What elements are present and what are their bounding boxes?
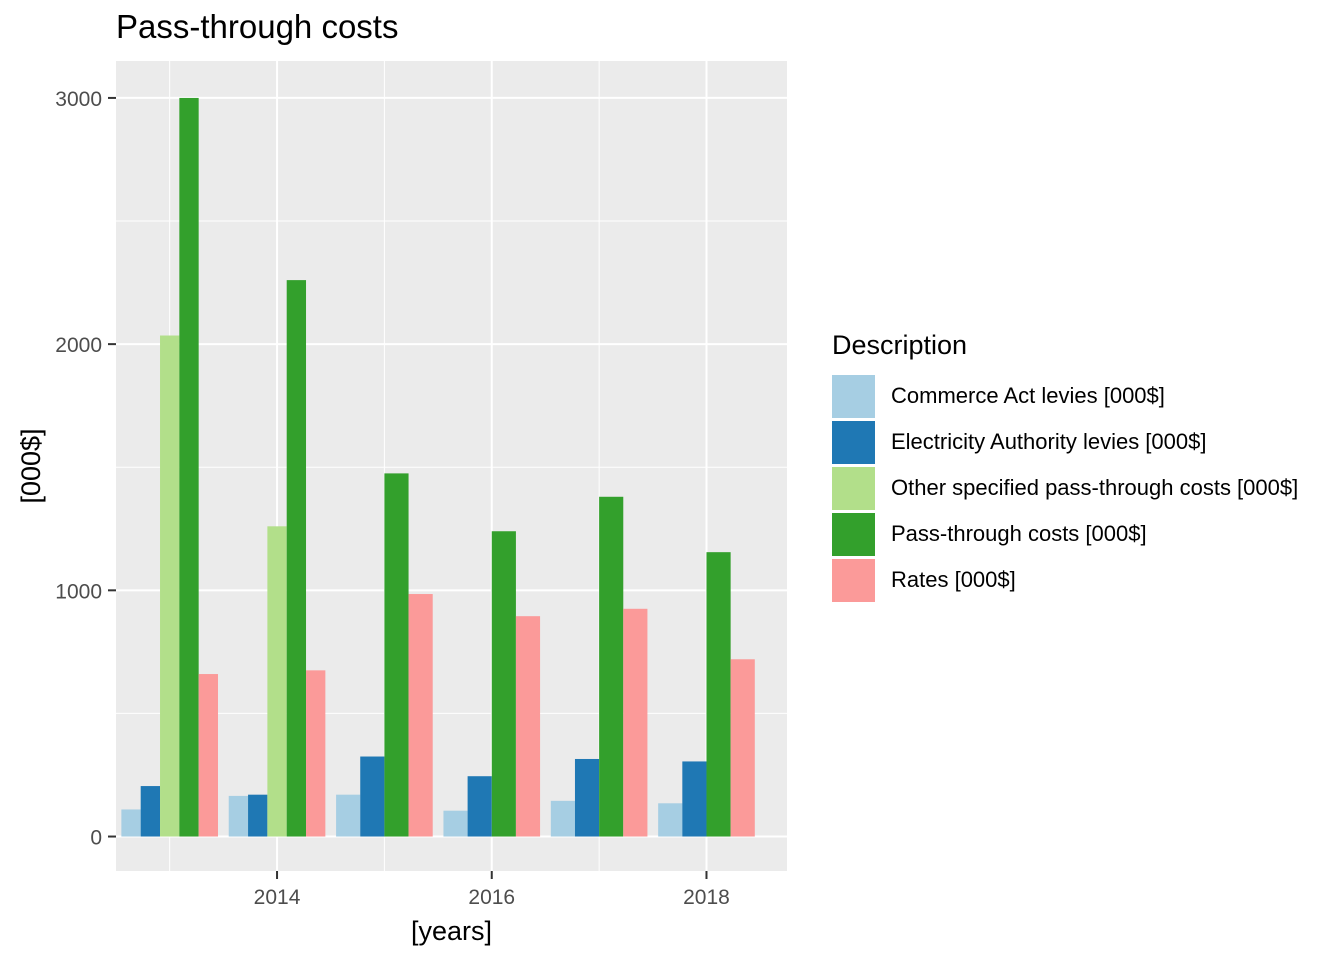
chart-title: Pass-through costs: [116, 8, 399, 45]
axes: 0 1000 2000 3000 2014 2016 2018: [55, 88, 730, 909]
legend-label: Electricity Authority levies [000$]: [891, 429, 1207, 454]
bar-2013-series-3: [160, 335, 180, 837]
legend-title: Description: [832, 330, 968, 360]
y-axis-label: [000$]: [16, 428, 46, 503]
y-tick-label: 1000: [55, 580, 102, 603]
bar-2015-series-4: [384, 473, 409, 837]
x-tick-label: 2016: [468, 886, 515, 909]
legend-label: Other specified pass-through costs [000$…: [891, 475, 1299, 500]
bar-2018-series-4: [706, 552, 731, 837]
bar-2017-series-1: [550, 800, 575, 837]
bar-2017-series-2: [574, 758, 600, 837]
legend-label: Pass-through costs [000$]: [891, 521, 1147, 546]
y-tick-label: 2000: [55, 334, 102, 357]
legend-item: Electricity Authority levies [000$]: [832, 419, 1298, 465]
bar-2015-series-1: [336, 794, 361, 837]
legend-key-swatch: [832, 420, 875, 464]
bar-2016-series-5: [515, 616, 541, 837]
y-tick-label: 0: [90, 827, 102, 850]
legend-label: Rates [000$]: [891, 567, 1016, 592]
bar-2018-series-1: [658, 803, 683, 837]
bar-2016-series-1: [443, 810, 468, 837]
legend: Description Commerce Act levies [000$] El…: [832, 330, 1298, 603]
y-tick-label: 3000: [55, 88, 102, 111]
bar-2014-series-5: [306, 670, 326, 837]
legend-items: Commerce Act levies [000$] Electricity Au…: [832, 373, 1298, 603]
bars: [121, 97, 755, 837]
legend-key-swatch: [832, 374, 875, 418]
bar-2013-series-5: [198, 674, 218, 837]
bar-2013-series-1: [121, 809, 141, 837]
bar-2016-series-2: [467, 776, 492, 837]
x-tick-label: 2018: [683, 886, 730, 909]
x-axis-label: [years]: [411, 916, 492, 946]
bar-chart: 0 1000 2000 3000 2014 2016 2018 [years] [000$]: [16, 61, 787, 946]
bar-2013-series-4: [179, 97, 199, 837]
legend-item: Other specified pass-through costs [000$…: [832, 465, 1298, 511]
plot-panel: [116, 61, 787, 871]
legend-key-swatch: [832, 466, 875, 510]
legend-item: Commerce Act levies [000$]: [832, 373, 1298, 419]
bar-2018-series-2: [682, 761, 707, 837]
bar-2018-series-5: [730, 659, 755, 837]
x-tick-label: 2014: [254, 886, 301, 909]
bar-2014-series-2: [248, 794, 268, 837]
bar-2014-series-3: [267, 526, 287, 837]
bar-2013-series-2: [140, 786, 161, 837]
legend-item: Rates [000$]: [832, 557, 1298, 603]
legend-key-swatch: [832, 558, 875, 602]
bar-2016-series-4: [491, 531, 516, 837]
legend-label: Commerce Act levies [000$]: [891, 383, 1165, 408]
bar-2015-series-5: [408, 594, 433, 837]
bar-2014-series-4: [286, 280, 307, 837]
bar-2015-series-2: [360, 756, 385, 837]
legend-item: Pass-through costs [000$]: [832, 511, 1298, 557]
bar-2014-series-1: [228, 795, 249, 837]
legend-key-swatch: [832, 512, 875, 556]
bar-2017-series-4: [599, 496, 624, 837]
bar-2017-series-5: [623, 608, 648, 837]
